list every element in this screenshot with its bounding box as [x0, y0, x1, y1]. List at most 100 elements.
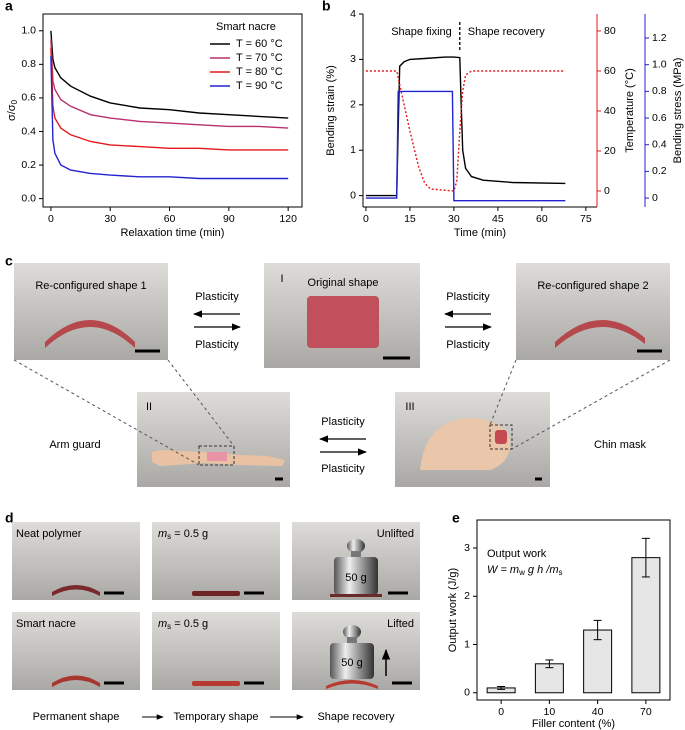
formula-part: s [559, 568, 563, 577]
panel-label: c [5, 253, 13, 269]
x-axis-title: Filler content (%) [532, 718, 615, 730]
y-tick-label: 0 [464, 687, 470, 699]
y-tick-label: 0.4 [652, 138, 667, 150]
photo-label: Lifted [387, 618, 414, 630]
y-tick-label: 0.0 [21, 192, 36, 204]
x-tick-label: 15 [404, 213, 416, 225]
arrows [193, 310, 492, 456]
panel-d: Neat polymer ms = 0.5 g Unlifted 50 g Sm… [12, 522, 420, 723]
photo-numeral: II [146, 401, 152, 413]
legend-label: T = 80 °C [236, 66, 283, 78]
formula-part: w [518, 568, 525, 577]
y-tick-label: 0 [350, 189, 356, 201]
side-label: Arm guard [49, 439, 100, 451]
weight [330, 643, 374, 679]
y-tick-label: 0.6 [21, 92, 36, 104]
x-tick-label: 0 [48, 213, 54, 225]
y-tick-label: 4 [350, 8, 356, 20]
photo [516, 263, 670, 360]
sample [45, 320, 135, 348]
panel-label: d [5, 510, 14, 526]
sample [52, 585, 100, 596]
formula-part: g h /m [525, 564, 559, 576]
sample [207, 452, 227, 461]
photo [152, 612, 280, 690]
y-tick-label: 1 [350, 144, 356, 156]
x-tick-label: 0 [363, 213, 369, 225]
photo-label: Re-configured shape 1 [35, 280, 146, 292]
photo [137, 392, 290, 487]
photo [152, 522, 280, 600]
annotation: Shape recovery [468, 26, 546, 38]
plot-frame [476, 519, 671, 701]
y-axis-title-part: σ/σ [6, 104, 18, 121]
legend-label: T = 60 °C [236, 38, 283, 50]
y3-axis-title: Bending stress (MPa) [672, 58, 684, 164]
sample [555, 319, 645, 348]
y-tick-label: 0.8 [21, 58, 36, 70]
detail-box [489, 424, 513, 450]
panel-c: Re-configured shape 1 I Original shape R… [13, 263, 671, 487]
weight [343, 625, 361, 639]
y-tick-label: 0 [604, 185, 610, 197]
photo-label: Neat polymer [16, 528, 82, 540]
step-label: Permanent shape [33, 711, 120, 723]
bar [534, 663, 564, 694]
y-tick-label: 60 [604, 65, 616, 77]
x-tick-label: 90 [223, 213, 235, 225]
x-tick-label: 10 [544, 706, 556, 718]
line [365, 56, 566, 197]
y-tick-label: 0.4 [21, 125, 36, 137]
y-tick-label: 80 [604, 25, 616, 37]
arrow-label: Plasticity [321, 416, 365, 428]
line [50, 30, 289, 119]
arrow-label: Plasticity [321, 463, 365, 475]
y-tick-label: 0.6 [652, 112, 667, 124]
x-tick-label: 30 [104, 213, 116, 225]
arrow-label: Plasticity [446, 339, 490, 351]
x-tick-label: 70 [640, 706, 652, 718]
x-tick-label: 40 [592, 706, 604, 718]
y-tick-label: 3 [464, 542, 470, 554]
y2-axis-title: Temperature (°C) [624, 68, 636, 152]
zoom-lines [13, 359, 671, 466]
y-tick-label: 2 [464, 590, 470, 602]
annotation: Shape fixing [391, 26, 452, 38]
photo-label: ms = 0.5 g [158, 528, 208, 541]
y-axis-title: Bending strain (%) [325, 65, 337, 156]
head [420, 418, 511, 470]
line [365, 70, 566, 192]
y-tick-label: 0.2 [652, 165, 667, 177]
y-axis-title: Output work (J/g) [447, 568, 459, 652]
line [50, 39, 289, 129]
arrow-label: Plasticity [446, 291, 490, 303]
x-tick-label: 30 [448, 213, 460, 225]
sample [330, 594, 382, 597]
detail-box [198, 445, 235, 466]
photo-label: Smart nacre [16, 618, 76, 630]
step-label: Shape recovery [317, 711, 395, 723]
weight [351, 551, 361, 557]
legend-title: Smart nacre [216, 21, 276, 33]
y-tick-label: 1.2 [652, 32, 667, 44]
annotation: Output work [487, 548, 547, 560]
x-tick-label: 75 [580, 213, 592, 225]
formula: W = mw g h /ms [487, 564, 563, 577]
sample [52, 675, 100, 687]
y-tick-label: 20 [604, 145, 616, 157]
legend-label: T = 90 °C [236, 80, 283, 92]
y-tick-label: 0.2 [21, 159, 36, 171]
sample [326, 680, 378, 689]
weight [334, 557, 378, 595]
x-axis-title: Relaxation time (min) [121, 227, 225, 239]
plot-frame [42, 13, 303, 208]
y-tick-label: 1.0 [21, 25, 36, 37]
weight [347, 539, 365, 553]
y-axis-title-part: 0 [10, 99, 19, 104]
side-label: Chin mask [594, 439, 646, 451]
y-axis-title: σ/σ0 [6, 99, 19, 121]
photo-numeral: III [405, 401, 414, 413]
step-label: Temporary shape [174, 711, 259, 723]
photo-label: ms = 0.5 g [158, 618, 208, 631]
